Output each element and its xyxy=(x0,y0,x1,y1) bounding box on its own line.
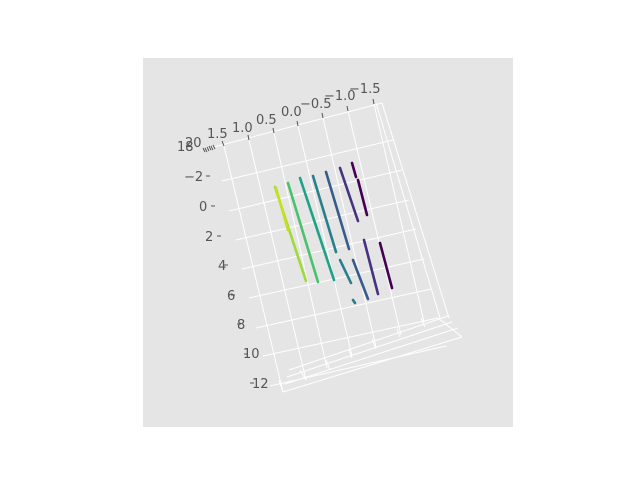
y-tick-label: 2 xyxy=(205,230,213,245)
tick-mark xyxy=(206,146,210,152)
contour-line xyxy=(362,238,380,296)
y-tick-label: 6 xyxy=(227,289,235,304)
x-tick-label: −1.0 xyxy=(324,89,356,104)
z-tick-label: 20 xyxy=(185,136,202,151)
contour-line xyxy=(356,178,369,217)
x-tick-label: 0.0 xyxy=(281,105,302,120)
grid-lines xyxy=(209,102,463,393)
grid-line xyxy=(248,139,307,381)
y-tick-label: 8 xyxy=(237,318,245,333)
grid-line xyxy=(286,321,453,378)
contour-line xyxy=(286,181,320,284)
grid-line xyxy=(437,317,463,338)
grid-line xyxy=(228,169,403,212)
tick-mark xyxy=(210,145,214,151)
contour-line xyxy=(311,174,338,254)
y-tick-label: 4 xyxy=(218,259,226,274)
tick-mark xyxy=(204,147,208,153)
x-tick-label: −1.5 xyxy=(349,82,381,97)
contour-line xyxy=(338,258,353,285)
tick-mark xyxy=(272,127,275,134)
y-tick-label: 12 xyxy=(252,377,269,392)
tick-mark xyxy=(202,147,206,153)
grid-line xyxy=(284,327,459,385)
contour-lines xyxy=(273,161,394,305)
axes-background xyxy=(143,58,513,427)
tick-marks xyxy=(202,98,375,384)
contour-line xyxy=(351,258,370,301)
tick-mark xyxy=(372,98,375,105)
contour-line xyxy=(338,166,360,223)
contour-line xyxy=(324,170,351,251)
grid-line xyxy=(241,228,417,270)
grid-line xyxy=(348,349,353,359)
y-tick-label: 10 xyxy=(243,347,260,362)
grid-line xyxy=(381,102,450,319)
z-tick-label: 18 xyxy=(177,140,194,155)
y-tick-label: −2 xyxy=(184,170,203,185)
tick-mark xyxy=(321,112,324,119)
grid-line xyxy=(420,317,426,328)
contour-line xyxy=(350,161,358,179)
tick-mark xyxy=(346,105,349,112)
y-tick-label: 0 xyxy=(199,200,207,215)
grid-line xyxy=(262,317,439,357)
x-tick-label: 1.0 xyxy=(232,121,253,136)
z-tick-labels: 18 20 xyxy=(177,136,202,155)
grid-line xyxy=(325,359,331,371)
tick-mark xyxy=(212,144,216,150)
grid-line xyxy=(299,369,307,381)
tick-mark xyxy=(296,120,299,127)
grid-line xyxy=(373,103,425,323)
tick-mark xyxy=(221,140,225,147)
contour-line xyxy=(274,186,290,232)
grid-line xyxy=(235,199,410,241)
contour-line xyxy=(351,298,357,305)
tick-mark xyxy=(208,145,212,151)
grid-line xyxy=(322,117,377,348)
grid-line xyxy=(278,379,284,393)
contour-line xyxy=(298,176,336,282)
x-tick-label: −0.5 xyxy=(300,97,332,112)
contour-line xyxy=(378,241,394,290)
grid-line xyxy=(375,102,441,319)
grid-line xyxy=(223,145,284,393)
grid-line xyxy=(209,102,383,149)
grid-line xyxy=(221,139,394,182)
tick-mark xyxy=(247,134,250,141)
grid-line xyxy=(288,315,449,371)
x-tick-label: 1.5 xyxy=(207,127,228,142)
grid-line xyxy=(297,125,353,357)
grid-line xyxy=(255,288,432,329)
grid-line xyxy=(273,132,328,369)
grid-line xyxy=(248,258,425,299)
grid-line xyxy=(282,336,463,393)
x-tick-labels: 1.5 1.0 0.5 0.0 −0.5 −1.0 −1.5 xyxy=(207,82,381,142)
y-tick-labels: −2 0 2 4 6 8 10 12 xyxy=(184,170,269,392)
x-tick-label: 0.5 xyxy=(256,113,277,128)
